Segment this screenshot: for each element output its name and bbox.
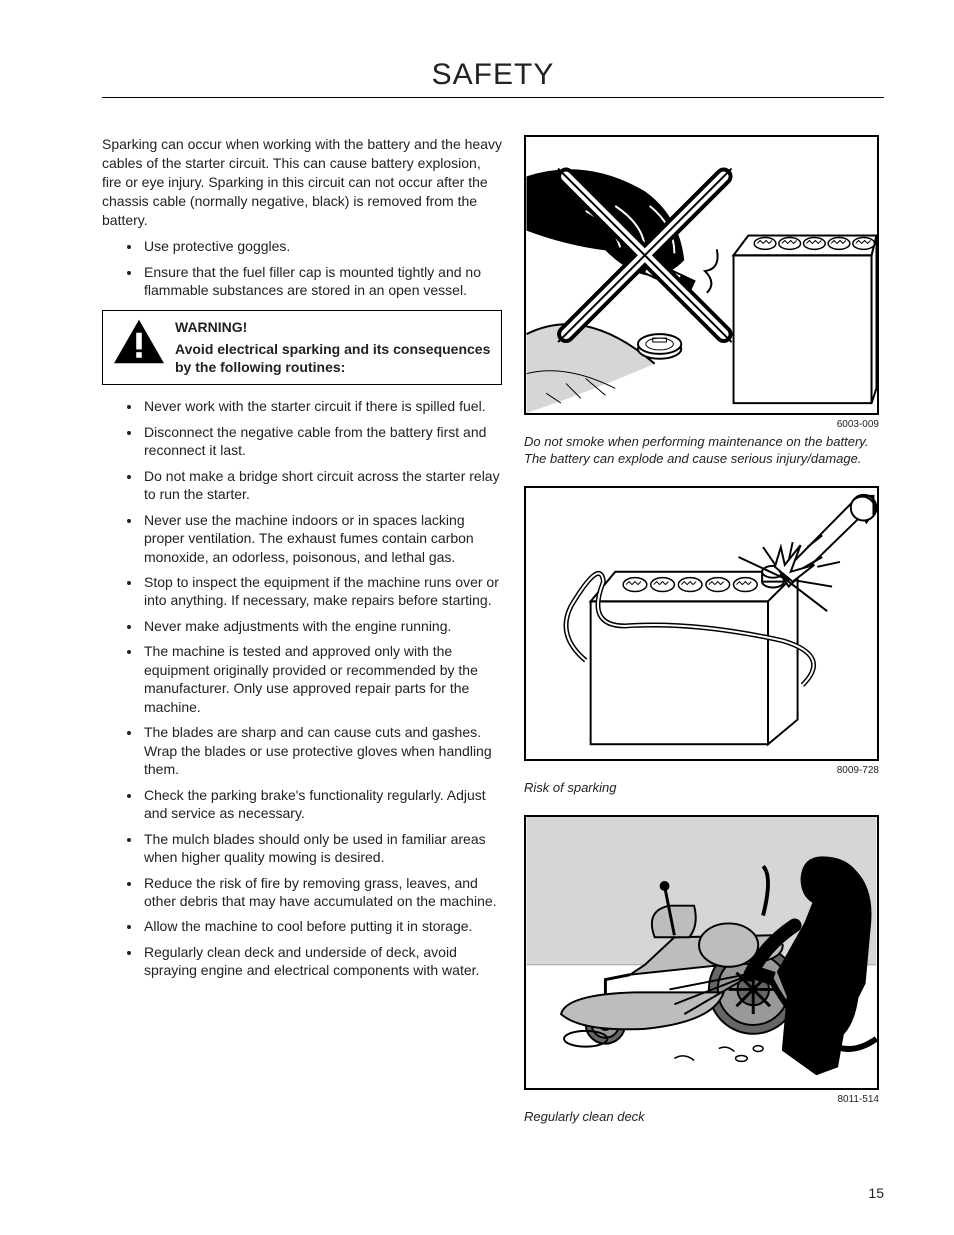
list-item: Use protective goggles. <box>142 237 502 255</box>
list-item: Regularly clean deck and underside of de… <box>142 943 502 980</box>
list-item: Ensure that the fuel filler cap is mount… <box>142 263 502 300</box>
list-item: Never make adjustments with the engine r… <box>142 617 502 635</box>
list-item: Check the parking brake's functionality … <box>142 786 502 823</box>
warning-box: WARNING! Avoid electrical sparking and i… <box>102 310 502 385</box>
page-title: SAFETY <box>102 58 884 92</box>
page-number: 15 <box>868 1185 884 1201</box>
list-item: Allow the machine to cool before putting… <box>142 917 502 935</box>
post-warning-list: Never work with the starter circuit if t… <box>102 397 502 980</box>
warning-text: WARNING! Avoid electrical sparking and i… <box>175 317 491 376</box>
list-item: The machine is tested and approved only … <box>142 642 502 716</box>
figure-no-smoke-battery <box>524 135 879 415</box>
warning-body: Avoid electrical sparking and its conseq… <box>175 340 491 376</box>
list-item: The blades are sharp and can cause cuts … <box>142 723 502 778</box>
list-item: Never work with the starter circuit if t… <box>142 397 502 415</box>
list-item: Disconnect the negative cable from the b… <box>142 423 502 460</box>
figure-caption: Risk of sparking <box>524 780 879 797</box>
list-item: The mulch blades should only be used in … <box>142 830 502 867</box>
list-item: Reduce the risk of fire by removing gras… <box>142 874 502 911</box>
list-item: Stop to inspect the equipment if the mac… <box>142 573 502 610</box>
figure-sparking-battery <box>524 486 879 761</box>
figure-code: 8009-728 <box>524 765 879 776</box>
figure-code: 6003-009 <box>524 419 879 430</box>
intro-paragraph: Sparking can occur when working with the… <box>102 135 502 229</box>
content-columns: Sparking can occur when working with the… <box>102 135 884 1180</box>
figure-caption: Do not smoke when performing maintenance… <box>524 434 879 468</box>
right-column: 6003-009 Do not smoke when performing ma… <box>524 135 884 1180</box>
warning-title: WARNING! <box>175 319 491 335</box>
page-header: SAFETY <box>102 58 884 98</box>
list-item: Do not make a bridge short circuit acros… <box>142 467 502 504</box>
left-column: Sparking can occur when working with the… <box>102 135 502 1180</box>
figure-caption: Regularly clean deck <box>524 1109 879 1126</box>
pre-warning-list: Use protective goggles. Ensure that the … <box>102 237 502 299</box>
warning-triangle-icon <box>111 317 167 367</box>
figure-code: 8011-514 <box>524 1094 879 1105</box>
figure-clean-deck <box>524 815 879 1090</box>
list-item: Never use the machine indoors or in spac… <box>142 511 502 566</box>
